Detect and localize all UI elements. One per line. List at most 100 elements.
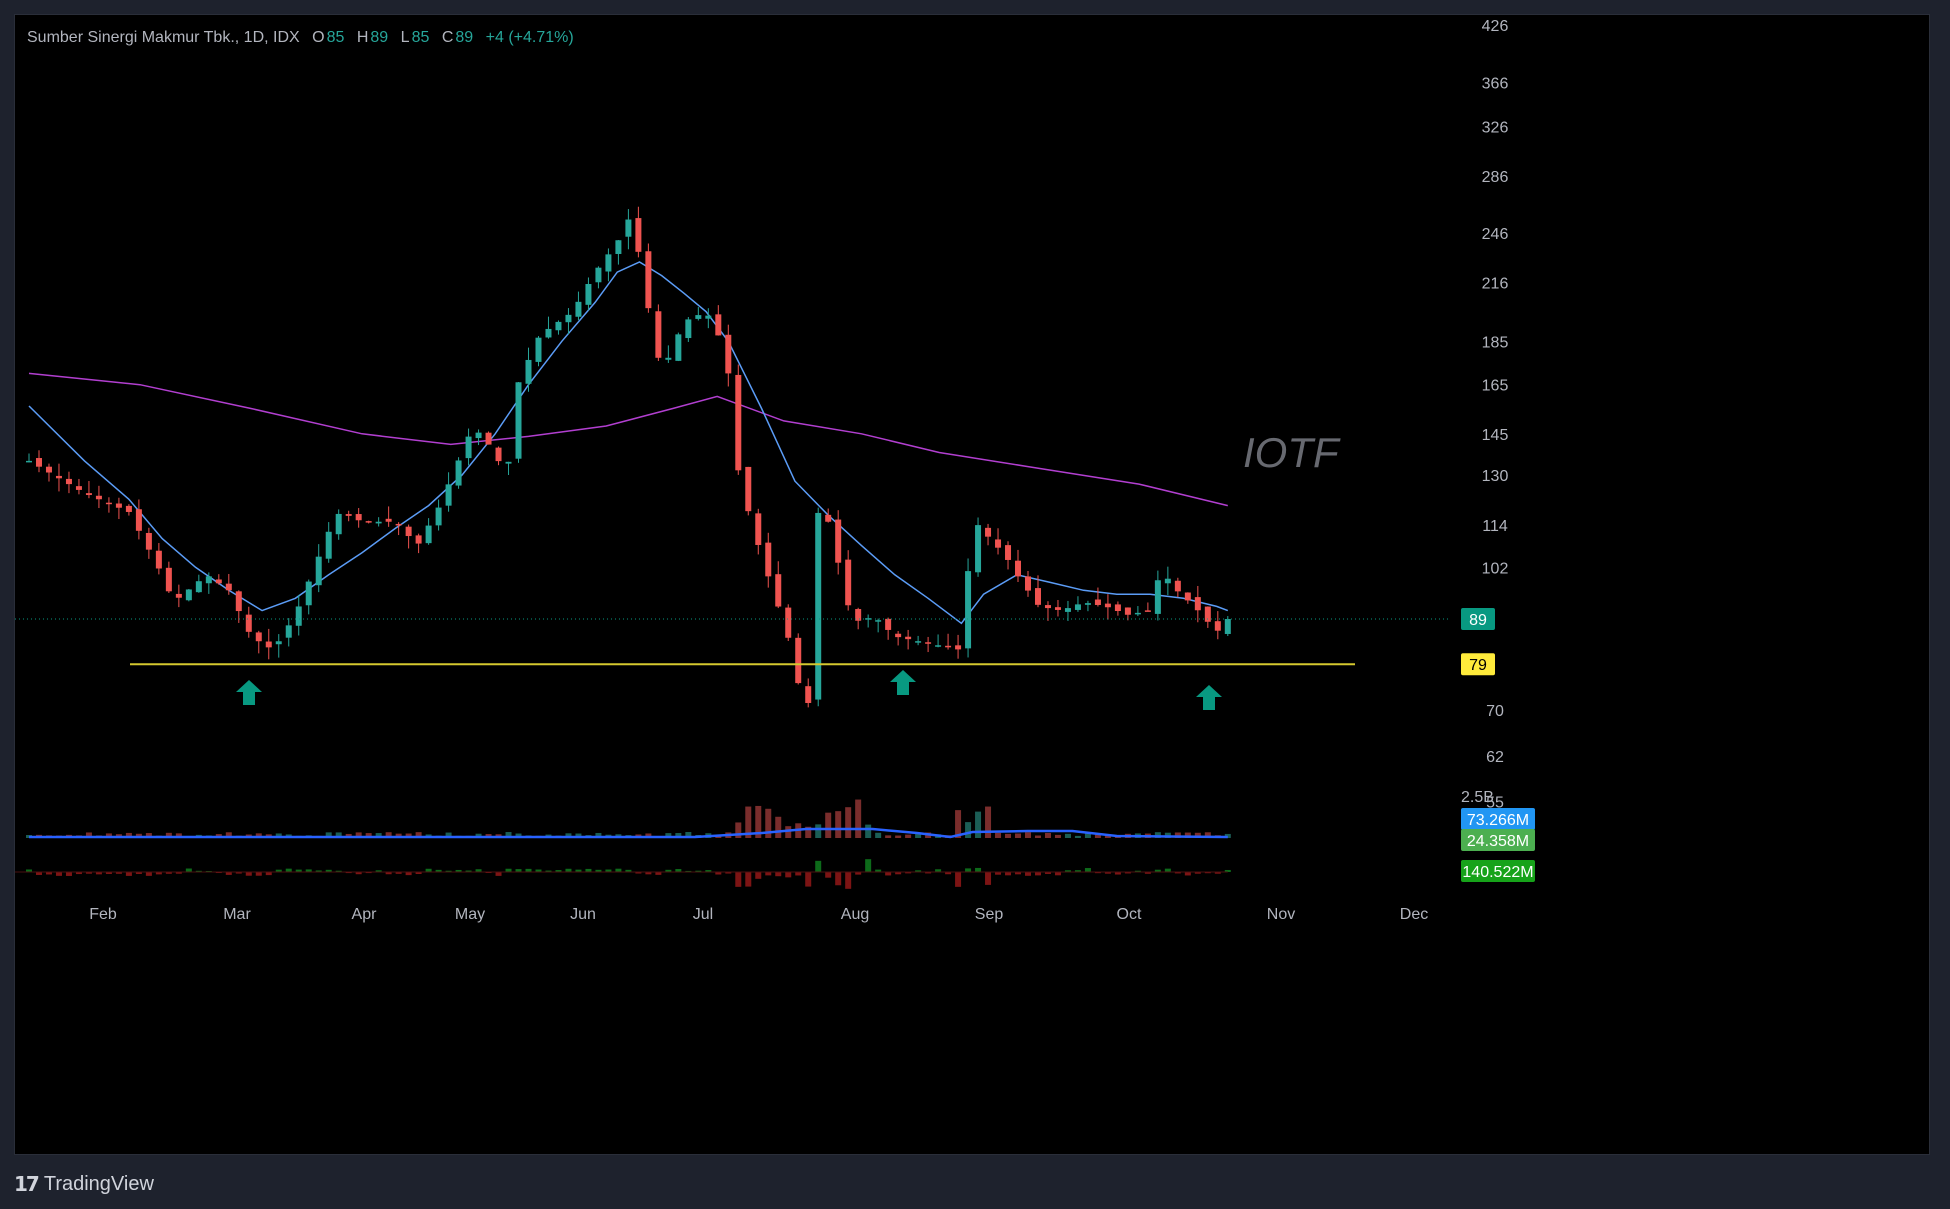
last-price-badge-bg xyxy=(1461,608,1495,630)
candle xyxy=(965,558,972,658)
oscillator-bar xyxy=(465,870,472,872)
volume-bar xyxy=(85,832,92,838)
candle-body xyxy=(1005,545,1012,560)
candle xyxy=(955,634,962,659)
candle-body xyxy=(1064,608,1071,612)
volume-bar xyxy=(755,805,762,838)
oscillator-badge-text: 140.522M xyxy=(1462,864,1533,881)
price-chart[interactable]: 5004263663262862462161851651451301141027… xyxy=(15,15,1930,1155)
candle-body xyxy=(255,632,262,642)
high-label: H xyxy=(356,29,369,46)
time-tick-label: Oct xyxy=(1117,906,1142,923)
oscillator-bar xyxy=(795,872,802,876)
oscillator-bar xyxy=(645,872,652,875)
open-label: O xyxy=(312,29,325,46)
oscillator-bar xyxy=(85,872,92,874)
price-tick-label: 426 xyxy=(1482,18,1509,35)
chart-frame[interactable]: 5004263663262862462161851651451301141027… xyxy=(14,14,1930,1155)
volume-bar xyxy=(765,808,772,838)
volume-bar xyxy=(865,824,872,838)
oscillator-bar xyxy=(625,869,632,872)
candle xyxy=(1134,606,1141,617)
candle xyxy=(165,561,172,593)
volume-bar xyxy=(125,832,132,838)
volume-bar xyxy=(745,806,752,838)
low-label: L xyxy=(400,29,410,46)
oscillator-bar xyxy=(505,868,512,872)
candle-body xyxy=(505,461,512,464)
oscillator-bar xyxy=(435,869,442,872)
oscillator-bar xyxy=(1204,872,1211,874)
footer-brand[interactable]: 17 TradingView xyxy=(14,1170,154,1198)
oscillator-bar xyxy=(705,870,712,872)
candle xyxy=(1074,596,1081,612)
volume-bar xyxy=(1005,833,1012,838)
candle-body xyxy=(695,315,702,319)
volume-bar xyxy=(175,833,182,838)
candle-body xyxy=(1204,606,1211,622)
candle xyxy=(265,628,272,660)
candle xyxy=(1084,600,1091,612)
oscillator-bar xyxy=(235,872,242,874)
candle xyxy=(275,634,282,658)
candle-body xyxy=(1184,592,1191,601)
candle-body xyxy=(1094,599,1101,605)
volume-ma-badge-text: 24.358M xyxy=(1467,833,1529,850)
oscillator-bar xyxy=(215,872,222,874)
oscillator-bar xyxy=(1064,870,1071,872)
candle xyxy=(895,631,902,646)
candle xyxy=(145,527,152,559)
oscillator-bar xyxy=(825,872,832,878)
candle-body xyxy=(365,521,372,523)
candle-body xyxy=(195,581,202,593)
candle xyxy=(1174,577,1181,598)
volume-bar xyxy=(785,826,792,838)
candle-body xyxy=(75,486,82,490)
candle-body xyxy=(625,219,632,237)
candle xyxy=(155,543,162,575)
candle-body xyxy=(375,521,382,524)
candle-body xyxy=(805,686,812,703)
up-arrow-icon xyxy=(1196,685,1222,710)
oscillator-bar xyxy=(975,867,982,872)
volume-bar xyxy=(815,824,822,838)
oscillator-bar xyxy=(755,872,762,879)
volume-badge-bg xyxy=(1461,808,1535,830)
oscillator-bar xyxy=(535,869,542,872)
oscillator-bar xyxy=(1054,872,1061,876)
oscillator-bar xyxy=(665,869,672,872)
candle xyxy=(525,347,532,392)
volume-bar xyxy=(675,833,682,838)
candle-body xyxy=(735,374,742,471)
candle-body xyxy=(315,556,322,586)
candle-body xyxy=(1044,605,1051,609)
candle xyxy=(1144,602,1151,612)
oscillator-bar xyxy=(945,872,952,875)
oscillator-bar xyxy=(135,872,142,874)
oscillator-bar xyxy=(165,872,172,874)
oscillator-bar xyxy=(1104,872,1111,874)
ema-slow-line xyxy=(28,372,1228,507)
candle-body xyxy=(605,254,612,272)
candle xyxy=(885,617,892,640)
oscillator-bar xyxy=(295,869,302,872)
candle-body xyxy=(1134,612,1141,615)
candle xyxy=(845,550,852,611)
time-tick-label: Feb xyxy=(89,906,117,923)
candle xyxy=(925,636,932,653)
volume-bar xyxy=(915,833,922,838)
volume-bar xyxy=(105,833,112,838)
volume-bar xyxy=(1104,834,1111,838)
candle-body xyxy=(615,240,622,254)
candle-body xyxy=(535,337,542,362)
volume-bar xyxy=(1044,832,1051,838)
volume-bar xyxy=(1184,832,1191,838)
candle xyxy=(65,471,72,494)
candle-body xyxy=(825,514,832,522)
oscillator-bar xyxy=(1224,869,1231,872)
oscillator-bar xyxy=(255,872,262,876)
candle xyxy=(1015,549,1022,583)
candle-body xyxy=(575,301,582,317)
oscillator-bar xyxy=(1184,872,1191,876)
candle xyxy=(705,308,712,329)
